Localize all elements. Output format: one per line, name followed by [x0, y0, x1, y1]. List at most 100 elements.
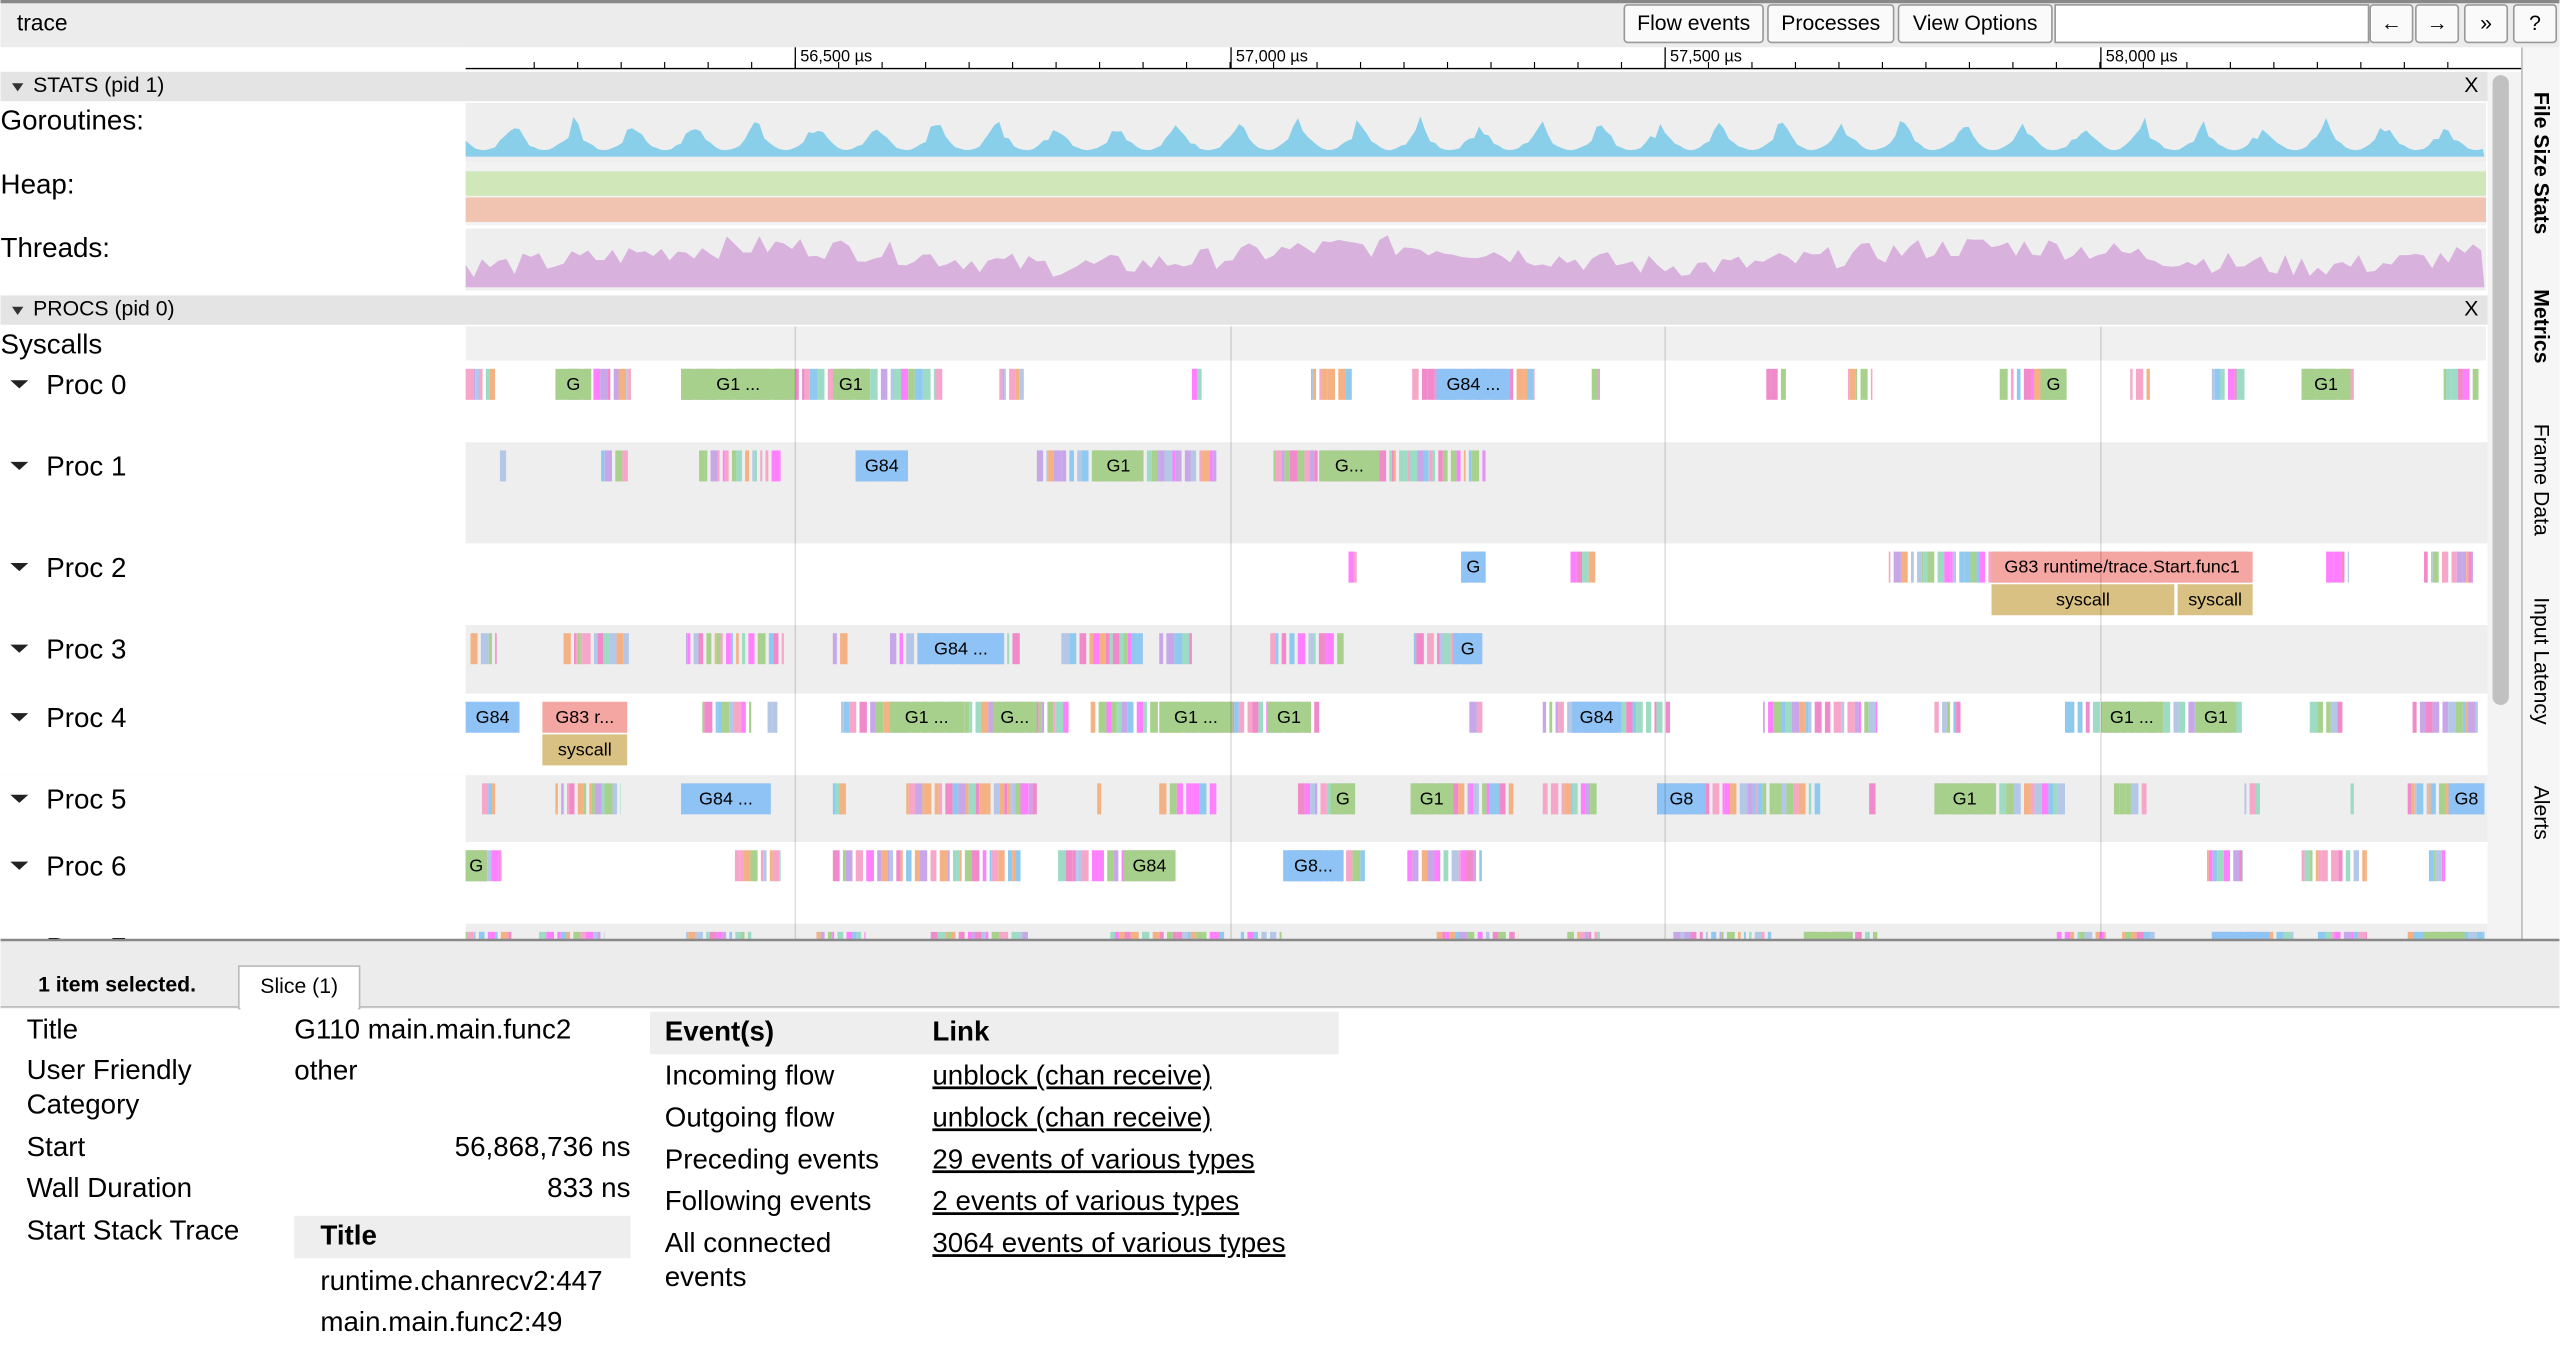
- event-sliver[interactable]: [485, 368, 490, 400]
- event-sliver[interactable]: [1169, 783, 1177, 815]
- event-sliver[interactable]: [1656, 701, 1663, 733]
- slice[interactable]: [2195, 701, 2237, 733]
- event-sliver[interactable]: [1197, 368, 1202, 400]
- event-sliver[interactable]: [2053, 783, 2058, 815]
- slice-label[interactable]: G8: [1669, 788, 1693, 808]
- event-sliver[interactable]: [1542, 701, 1547, 733]
- event-sliver[interactable]: [945, 783, 953, 815]
- event-sliver[interactable]: [877, 850, 882, 882]
- event-sliver[interactable]: [1346, 850, 1353, 882]
- event-sliver[interactable]: [964, 701, 970, 733]
- event-sliver[interactable]: [908, 783, 916, 815]
- event-sliver[interactable]: [2430, 783, 2436, 815]
- event-sliver[interactable]: [722, 701, 730, 733]
- slice-label[interactable]: G84 ...: [1446, 374, 1500, 394]
- event-sliver[interactable]: [1066, 850, 1073, 882]
- collapse-arrow[interactable]: [11, 306, 24, 315]
- event-sliver[interactable]: [724, 450, 729, 482]
- event-sliver[interactable]: [1391, 450, 1394, 482]
- event-link[interactable]: 2 events of various types: [932, 1185, 1239, 1216]
- slice[interactable]: [1266, 701, 1312, 733]
- event-sliver[interactable]: [1471, 450, 1480, 482]
- slice-label[interactable]: G...: [1000, 707, 1029, 727]
- event-sliver[interactable]: [2318, 850, 2322, 882]
- event-sliver[interactable]: [604, 783, 613, 815]
- event-sliver[interactable]: [1098, 850, 1104, 882]
- event-sliver[interactable]: [622, 450, 628, 482]
- event-sliver[interactable]: [2414, 783, 2417, 815]
- event-sliver[interactable]: [2301, 850, 2305, 882]
- event-sliver[interactable]: [1791, 701, 1800, 733]
- event-sliver[interactable]: [2349, 368, 2354, 400]
- event-sliver[interactable]: [2338, 850, 2343, 882]
- event-sliver[interactable]: [1438, 450, 1443, 482]
- event-sliver[interactable]: [1213, 783, 1217, 815]
- event-sliver[interactable]: [698, 633, 704, 665]
- event-sliver[interactable]: [849, 701, 857, 733]
- event-sliver[interactable]: [773, 633, 779, 665]
- event-sliver[interactable]: [1428, 450, 1430, 482]
- event-sliver[interactable]: [1780, 701, 1786, 733]
- event-sliver[interactable]: [866, 850, 874, 882]
- event-sliver[interactable]: [1028, 783, 1033, 815]
- event-sliver[interactable]: [2125, 783, 2131, 815]
- event-sliver[interactable]: [947, 850, 950, 882]
- slice[interactable]: [1123, 850, 1176, 882]
- event-sliver[interactable]: [1275, 633, 1279, 665]
- event-sliver[interactable]: [2465, 701, 2468, 733]
- event-sliver[interactable]: [594, 783, 602, 815]
- event-sliver[interactable]: [1297, 450, 1305, 482]
- event-sliver[interactable]: [914, 368, 923, 400]
- event-sliver[interactable]: [2030, 783, 2035, 815]
- event-sliver[interactable]: [768, 633, 774, 665]
- event-sliver[interactable]: [1416, 633, 1424, 665]
- event-sliver[interactable]: [802, 368, 805, 400]
- event-sliver[interactable]: [1325, 633, 1334, 665]
- event-sliver[interactable]: [919, 850, 928, 882]
- event-sliver[interactable]: [1143, 701, 1147, 733]
- slice[interactable]: [1461, 551, 1486, 583]
- event-sliver[interactable]: [2475, 701, 2478, 733]
- event-sliver[interactable]: [2321, 850, 2328, 882]
- event-sliver[interactable]: [1730, 783, 1737, 815]
- event-sliver[interactable]: [748, 633, 755, 665]
- event-sliver[interactable]: [952, 850, 960, 882]
- event-sliver[interactable]: [1112, 633, 1120, 665]
- event-sliver[interactable]: [1805, 701, 1809, 733]
- event-sliver[interactable]: [706, 633, 712, 665]
- event-sliver[interactable]: [835, 783, 840, 815]
- event-sliver[interactable]: [1053, 701, 1056, 733]
- slice-label[interactable]: G1: [1953, 788, 1977, 808]
- event-sliver[interactable]: [1875, 701, 1878, 733]
- event-sliver[interactable]: [1854, 701, 1859, 733]
- event-sliver[interactable]: [1570, 783, 1573, 815]
- event-sliver[interactable]: [583, 783, 587, 815]
- event-sliver[interactable]: [1311, 368, 1313, 400]
- event-sliver[interactable]: [1934, 701, 1939, 733]
- event-sliver[interactable]: [1297, 783, 1305, 815]
- event-sliver[interactable]: [870, 368, 878, 400]
- event-sliver[interactable]: [491, 850, 499, 882]
- event-sliver[interactable]: [1077, 850, 1082, 882]
- event-sliver[interactable]: [1159, 783, 1167, 815]
- event-sliver[interactable]: [2066, 701, 2075, 733]
- slice[interactable]: [2448, 783, 2485, 815]
- event-sliver[interactable]: [1036, 450, 1044, 482]
- event-sliver[interactable]: [1289, 450, 1298, 482]
- event-sliver[interactable]: [1318, 633, 1326, 665]
- event-sliver[interactable]: [2441, 551, 2449, 583]
- slice-label[interactable]: G84: [476, 707, 510, 727]
- event-sliver[interactable]: [2077, 701, 2083, 733]
- slice[interactable]: [992, 701, 1037, 733]
- collapse-arrow[interactable]: [10, 713, 29, 722]
- event-sliver[interactable]: [2041, 783, 2049, 815]
- event-sliver[interactable]: [959, 850, 962, 882]
- event-sliver[interactable]: [1458, 783, 1465, 815]
- event-sliver[interactable]: [2448, 701, 2456, 733]
- event-sliver[interactable]: [2451, 551, 2457, 583]
- event-sliver[interactable]: [1150, 701, 1158, 733]
- event-sliver[interactable]: [779, 850, 781, 882]
- event-sliver[interactable]: [743, 850, 751, 882]
- event-sliver[interactable]: [1199, 450, 1203, 482]
- event-sliver[interactable]: [1202, 450, 1210, 482]
